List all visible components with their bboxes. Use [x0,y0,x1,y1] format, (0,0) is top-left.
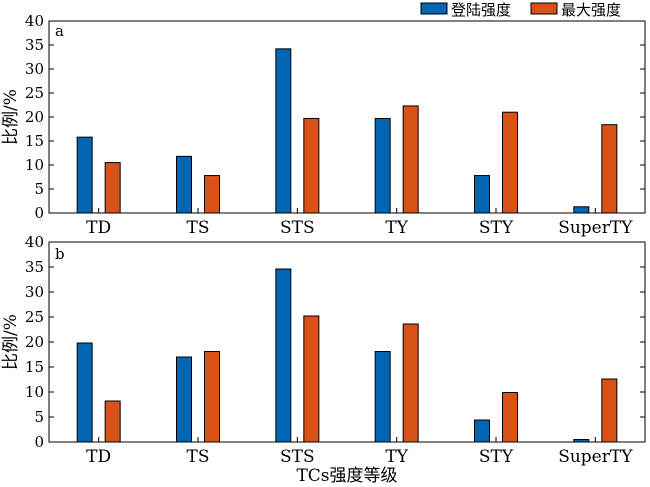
panel-b-category-label: STY [479,447,514,467]
panel-a: a 比例/% 0 5 10 15 20 25 30 35 40 TD TS STS TY STY Supe… [1,12,646,238]
panel-b-ytick-label: 10 [25,383,44,401]
panel-a-categories: TD TS STS TY STY SuperTY [86,208,633,238]
panel-b-category-label: TY [385,447,408,467]
panel-a-ylabel: 比例/% [1,89,21,145]
panel-a-bar-max-ty [402,105,419,214]
panel-b-bar-max-ts [204,351,220,443]
panel-a-ytick-label: 10 [25,156,44,174]
panel-b-frame [48,241,646,443]
panel-b-label: b [55,245,65,263]
panel-a-bar-max-superty [601,124,618,214]
panel-a-bar-max-sty [502,111,518,214]
legend-label-landfall: 登陆强度 [451,1,511,19]
panel-b-category-label: STS [280,447,315,467]
panel-b-bar-max-td [104,400,121,443]
panel-a-bar-landfall-td [76,136,93,214]
panel-b-ytick-label: 25 [25,308,44,326]
panel-b-bars [76,268,618,443]
panel-b-ytick-label: 15 [25,358,44,376]
panel-a-ytick-label: 20 [25,108,44,126]
panel-a-category-label: SuperTY [558,218,633,238]
panel-b: b 比例/% 0 5 10 15 20 25 30 35 40 TD TS STS TY STY Supe… [1,233,646,486]
panel-a-bar-max-sts [303,117,320,214]
panel-b-yticks: 0 5 10 15 20 25 30 35 40 [25,233,645,451]
panel-a-yticks: 0 5 10 15 20 25 30 35 40 [25,12,645,222]
panel-b-ytick-label: 30 [25,283,44,301]
panel-a-ytick-label: 35 [25,36,44,54]
legend: 登陆强度 最大强度 [420,1,621,19]
panel-b-bar-landfall-sts [275,268,292,443]
panel-b-bar-landfall-td [76,342,93,443]
panel-a-ytick-label: 40 [25,12,44,30]
legend-swatch-landfall [420,2,448,15]
panel-a-ytick-label: 0 [34,204,44,222]
panel-b-bar-max-sts [303,315,320,443]
panel-b-bar-max-superty [601,378,618,443]
panel-b-ylabel: 比例/% [1,314,21,370]
panel-b-ytick-label: 5 [34,408,44,426]
panel-b-bar-landfall-sty [474,419,490,443]
panel-a-ytick-label: 25 [25,84,44,102]
panel-a-ytick-label: 30 [25,60,44,78]
panel-a-bars [76,48,618,214]
panel-b-ytick-label: 40 [25,233,44,251]
panel-b-bar-max-sty [502,392,518,443]
panel-a-frame [48,20,646,214]
panel-a-bar-landfall-sty [474,175,490,214]
panel-b-ytick-label: 35 [25,258,44,276]
panel-b-category-label: TS [187,447,210,467]
panel-b-bar-landfall-superty [573,439,590,443]
panel-b-categories: TD TS STS TY STY SuperTY [86,437,633,467]
panel-a-category-label: STY [479,218,514,238]
panel-b-ytick-label: 0 [34,433,44,451]
panel-a-bar-landfall-sts [275,48,292,214]
panel-a-ytick-label: 5 [34,180,44,198]
panel-a-bar-max-ts [204,175,220,214]
legend-swatch-max [530,2,558,15]
panel-b-bar-landfall-ts [176,356,192,443]
panel-b-bar-max-ty [402,323,419,443]
panel-a-bar-landfall-ty [374,117,391,214]
panel-a-label: a [55,22,64,40]
panel-b-category-label: TD [86,447,111,467]
panel-a-category-label: TY [385,218,408,238]
panel-a-category-label: STS [280,218,315,238]
panel-b-category-label: SuperTY [558,447,633,467]
panel-a-category-label: TD [86,218,111,238]
panel-b-bar-landfall-ty [374,351,391,443]
panel-a-category-label: TS [187,218,210,238]
panel-a-bar-max-td [104,162,121,214]
panel-a-bar-landfall-ts [176,155,192,214]
panel-a-bar-landfall-superty [573,206,590,214]
panel-b-ytick-label: 20 [25,333,44,351]
panel-b-xlabel: TCs强度等级 [296,466,397,486]
legend-label-max: 最大强度 [561,1,621,19]
panel-a-ytick-label: 15 [25,132,44,150]
